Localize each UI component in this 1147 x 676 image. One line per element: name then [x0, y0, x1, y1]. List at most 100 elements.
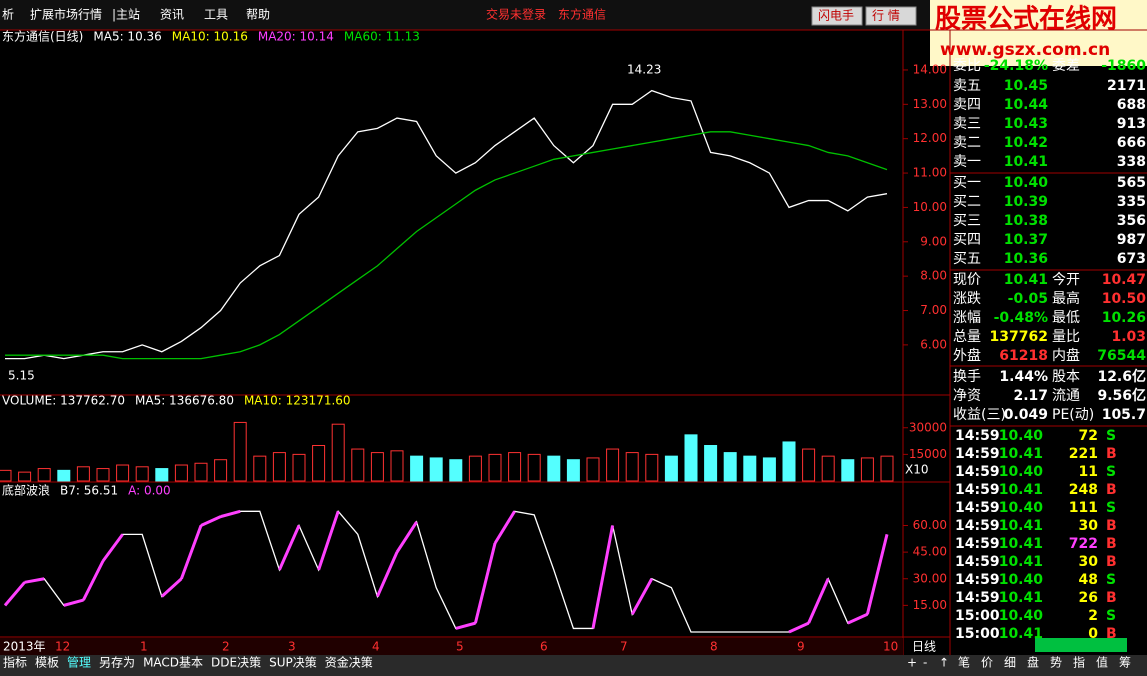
- quote-label: 卖二: [953, 135, 981, 151]
- quote-label: 涨跌: [953, 291, 981, 307]
- tick-price: 10.41: [999, 446, 1043, 462]
- tick-time: 15:00: [955, 626, 1000, 642]
- tick-side: B: [1106, 536, 1117, 552]
- button[interactable]: 闪电手: [818, 9, 854, 23]
- menu-item[interactable]: 析: [2, 8, 14, 22]
- volume-bar: [645, 453, 659, 482]
- tick-volume: 221: [1069, 446, 1098, 462]
- side-tab[interactable]: ↑: [939, 656, 949, 670]
- tick-time: 14:59: [955, 500, 1000, 516]
- side-tab[interactable]: 势: [1050, 656, 1062, 670]
- quote-value: 10.38: [1004, 213, 1048, 229]
- menu-item[interactable]: 资讯: [160, 8, 184, 22]
- button-bg[interactable]: [865, 6, 917, 26]
- button[interactable]: 行 情: [872, 9, 900, 23]
- tick-price: 10.41: [999, 518, 1043, 534]
- menu-item[interactable]: 帮助: [246, 8, 270, 22]
- tick-volume: 722: [1069, 536, 1098, 552]
- side-tab[interactable]: 笔: [958, 655, 970, 670]
- tab[interactable]: 另存为: [99, 656, 135, 670]
- volume-bar: [782, 441, 796, 482]
- volume-bar: [174, 464, 188, 482]
- quote-label: 卖三: [953, 116, 981, 132]
- quote-value: 913: [1117, 116, 1146, 132]
- tab[interactable]: MACD基本: [143, 656, 203, 670]
- quote-label: 买五: [953, 251, 981, 267]
- y-tick-label: 10.00: [913, 200, 947, 214]
- volume-bar: [880, 455, 894, 482]
- quote-label: 卖四: [953, 97, 981, 113]
- tick-side: S: [1106, 500, 1116, 516]
- volume-bar: [96, 468, 110, 482]
- x-tick-label: 2013年: [3, 640, 46, 654]
- side-tab[interactable]: 值: [1096, 655, 1108, 670]
- volume-bar: [390, 450, 404, 482]
- quote-value: -24.18%: [984, 58, 1048, 74]
- volume-bar: [684, 434, 698, 482]
- x-tick-label: 12: [55, 640, 70, 654]
- button-bg[interactable]: [811, 6, 863, 26]
- menu-item[interactable]: 扩展市场行情: [30, 7, 102, 22]
- legend-entry: MA5: 136676.80: [135, 394, 234, 408]
- volume-bar: [292, 453, 306, 482]
- quote-value: 61218: [999, 348, 1048, 364]
- side-tab[interactable]: 盘: [1027, 655, 1039, 670]
- menu-item[interactable]: |主站: [112, 8, 140, 22]
- side-tab[interactable]: -: [923, 656, 927, 670]
- tick-time: 14:59: [955, 482, 1000, 498]
- rise-segment: [788, 621, 810, 634]
- menu-item[interactable]: 工具: [204, 8, 228, 22]
- tick-time: 14:59: [955, 536, 1000, 552]
- quote-value: 565: [1117, 175, 1146, 191]
- tick-price: 10.40: [999, 464, 1044, 480]
- tab[interactable]: 模板: [35, 656, 59, 670]
- line: [4, 510, 888, 633]
- tick-price: 10.41: [999, 590, 1043, 606]
- side-tab[interactable]: 筹: [1119, 656, 1131, 670]
- volume-bar: [37, 468, 51, 482]
- quote-value: 338: [1117, 154, 1146, 170]
- tick-side: B: [1106, 446, 1117, 462]
- tick-time: 15:00: [955, 608, 1000, 624]
- tab[interactable]: 资金决策: [325, 655, 373, 670]
- tick-price: 10.41: [999, 554, 1043, 570]
- y-tick-label: 45.00: [913, 545, 947, 559]
- side-tab[interactable]: +: [907, 656, 917, 670]
- volume-bar: [508, 452, 522, 482]
- quote-label: 委比: [953, 58, 981, 74]
- x-tick-label: 2: [222, 640, 230, 654]
- quote-label: 卖一: [953, 154, 981, 170]
- tab[interactable]: 指标: [3, 655, 27, 670]
- side-tab[interactable]: 指: [1073, 655, 1085, 670]
- tick-time: 14:59: [955, 554, 1000, 570]
- side-tab[interactable]: 价: [981, 656, 993, 670]
- volume-bar: [664, 455, 678, 482]
- tab[interactable]: DDE决策: [211, 656, 261, 670]
- tick-side: B: [1106, 482, 1117, 498]
- volume-bar: [253, 455, 267, 482]
- quote-value: -0.48%: [994, 310, 1048, 326]
- x-tick-label: 5: [456, 640, 464, 654]
- volume-bar: [488, 453, 502, 482]
- tab[interactable]: 管理: [67, 655, 91, 670]
- status-text: 东方通信: [558, 7, 606, 22]
- tick-time: 14:59: [955, 464, 1000, 480]
- x-tick-label: 1: [140, 640, 148, 654]
- volume-bar: [841, 459, 855, 482]
- x-tick-label: 7: [620, 640, 628, 654]
- tick-volume: 30: [1079, 554, 1099, 570]
- rise-segment: [376, 551, 399, 598]
- side-tab[interactable]: 细: [1004, 656, 1016, 670]
- y-tick-label: 13.00: [913, 97, 947, 111]
- tab[interactable]: SUP决策: [269, 656, 317, 670]
- x-tick-label: 9: [797, 640, 805, 654]
- rise-segment: [630, 578, 654, 615]
- tick-side: B: [1106, 626, 1117, 642]
- tick-time: 14:59: [955, 428, 1000, 444]
- legend-entry: VOLUME: 137762.70: [2, 394, 125, 408]
- volume-bar: [547, 455, 561, 482]
- quote-value: 10.36: [1004, 251, 1048, 267]
- quote-label: 内盘: [1052, 347, 1080, 364]
- tick-volume: 2: [1088, 608, 1098, 624]
